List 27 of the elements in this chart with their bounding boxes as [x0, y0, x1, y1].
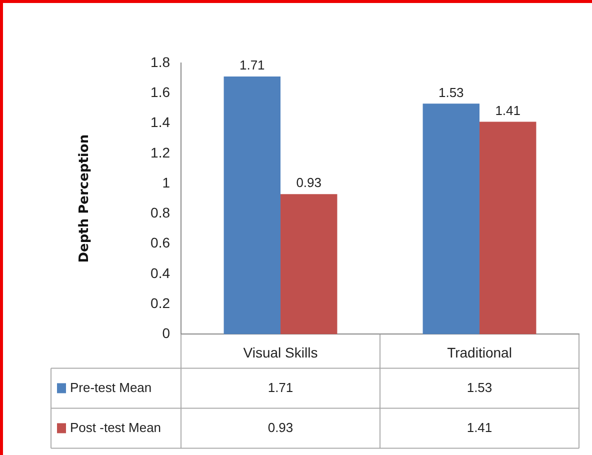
- y-tick-label: 0: [162, 325, 170, 342]
- bar: [280, 194, 338, 334]
- y-tick-label: 0.8: [150, 204, 170, 221]
- text: 0.93: [268, 420, 294, 435]
- legend-label: Post -test Mean: [70, 420, 162, 435]
- x-tick-label: Traditional: [447, 344, 512, 360]
- y-tick-label: 0.6: [150, 234, 170, 251]
- y-tick-label: 1.8: [150, 54, 170, 70]
- y-tick-label: 0.4: [150, 264, 170, 281]
- y-tick-label: 1.2: [150, 144, 170, 160]
- y-axis-title: Depth Perception: [77, 134, 92, 263]
- data-label: 1.41: [495, 102, 521, 118]
- bar: [480, 122, 536, 334]
- y-tick-label: 1.6: [150, 84, 170, 100]
- y-tick-label: 0.2: [150, 294, 170, 311]
- bar: [224, 76, 280, 334]
- x-tick-label: Visual Skills: [243, 344, 318, 360]
- data-label: 0.93: [296, 175, 322, 190]
- text: 1.53: [466, 380, 492, 395]
- legend-label: Pre-test Mean: [70, 380, 152, 395]
- y-tick-label: 1.4: [150, 114, 170, 130]
- bar: [422, 104, 480, 334]
- data-label: 1.53: [438, 84, 464, 100]
- data-label: 1.71: [239, 58, 265, 73]
- text: 1.71: [268, 380, 294, 395]
- text: 1.41: [466, 420, 492, 435]
- y-tick-label: 1: [162, 174, 170, 190]
